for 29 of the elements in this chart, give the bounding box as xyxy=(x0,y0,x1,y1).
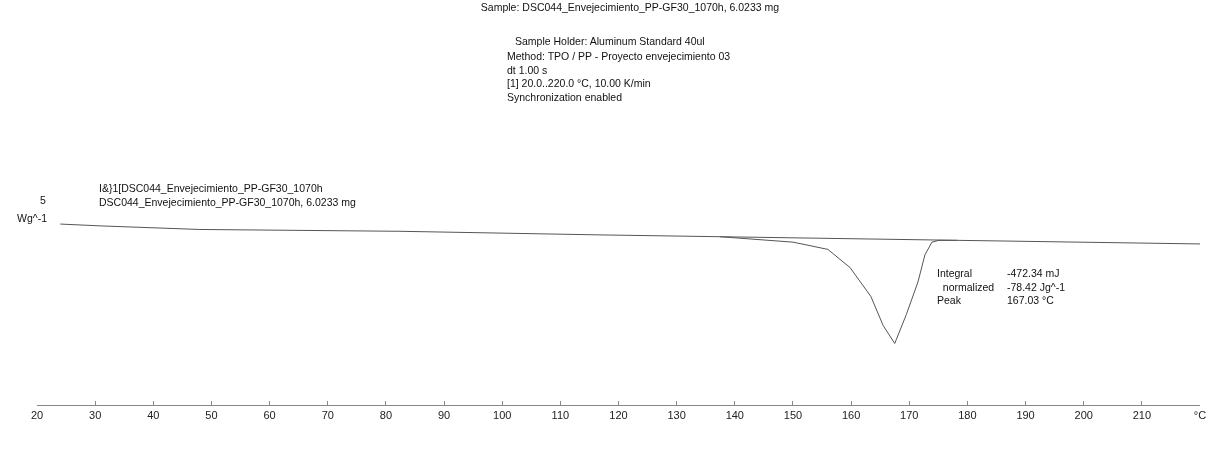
chart-title: Sample: DSC044_Envejecimiento_PP-GF30_1070h, 6.0233 mg xyxy=(480,1,780,14)
x-tick-label: 50 xyxy=(205,409,218,422)
text: Method: TPO / PP - Proyecto envejecimiento 03 dt 1.00 s [1] 20.0..220.0 °C, 10.00 K/min Synchronization enabled xyxy=(507,50,731,103)
x-tick-label: 30 xyxy=(89,409,102,422)
x-tick-label: 80 xyxy=(379,409,393,422)
x-tick-label: 170 xyxy=(900,409,919,422)
x-tick-label: 210 xyxy=(1132,409,1152,422)
x-tick-label: 100 xyxy=(493,409,512,422)
x-tick-label: 150 xyxy=(783,409,803,422)
x-tick-label: 130 xyxy=(667,409,686,422)
x-tick-label: 120 xyxy=(609,409,628,422)
annotation: Integral normalized Peak xyxy=(937,267,995,307)
x-tick-label: 200 xyxy=(1074,409,1093,422)
text: Sample Holder: Aluminum Standard 40ul xyxy=(515,35,705,47)
x-tick-label: 160 xyxy=(841,409,861,422)
x-tick-label: 60 xyxy=(263,409,276,422)
x-tick-label: 90 xyxy=(437,409,451,422)
x-tick-label: 70 xyxy=(321,409,334,422)
x-tick-label: 180 xyxy=(958,409,977,422)
y-axis-title: Wg^-1 xyxy=(17,212,48,224)
x-tick-label: 110 xyxy=(551,409,570,422)
text: I&}1[DSC044_Envejecimiento_PP-GF30_1070h DSC044_Envejecimiento_PP-GF30_1070h, 6.0233 mg xyxy=(99,182,356,208)
x-tick-label: 20 xyxy=(30,409,44,422)
x-tick-label: 40 xyxy=(147,409,160,422)
x-tick-label: 190 xyxy=(1016,409,1035,422)
x-tick-label: 140 xyxy=(725,409,744,422)
annotation: -472.34 mJ -78.42 Jg^-1 167.03 °C xyxy=(1007,267,1066,307)
x-tick-label: °C xyxy=(1193,409,1207,422)
text: 5 xyxy=(40,194,46,206)
